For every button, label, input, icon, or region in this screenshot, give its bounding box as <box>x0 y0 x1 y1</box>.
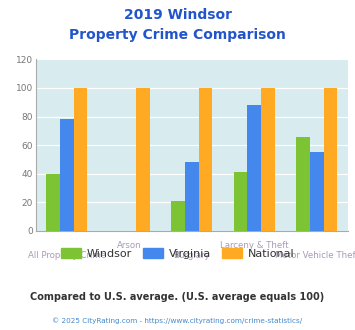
Bar <box>136 88 150 231</box>
Legend: Windsor, Virginia, National: Windsor, Virginia, National <box>56 244 299 263</box>
Text: 2019 Windsor: 2019 Windsor <box>124 8 231 22</box>
Bar <box>171 201 185 231</box>
Text: All Property Crime: All Property Crime <box>28 251 106 260</box>
Text: © 2025 CityRating.com - https://www.cityrating.com/crime-statistics/: © 2025 CityRating.com - https://www.city… <box>53 317 302 324</box>
Bar <box>46 174 60 231</box>
Bar <box>198 88 212 231</box>
Bar <box>185 162 198 231</box>
Bar <box>310 152 323 231</box>
Bar <box>261 88 275 231</box>
Text: Property Crime Comparison: Property Crime Comparison <box>69 28 286 42</box>
Bar <box>296 137 310 231</box>
Text: Larceny & Theft: Larceny & Theft <box>220 241 289 250</box>
Bar <box>73 88 87 231</box>
Bar <box>323 88 337 231</box>
Text: Motor Vehicle Theft: Motor Vehicle Theft <box>275 251 355 260</box>
Text: Arson: Arson <box>117 241 142 250</box>
Text: Compared to U.S. average. (U.S. average equals 100): Compared to U.S. average. (U.S. average … <box>31 292 324 302</box>
Bar <box>60 119 73 231</box>
Text: Burglary: Burglary <box>173 251 210 260</box>
Bar <box>234 172 247 231</box>
Bar <box>247 105 261 231</box>
